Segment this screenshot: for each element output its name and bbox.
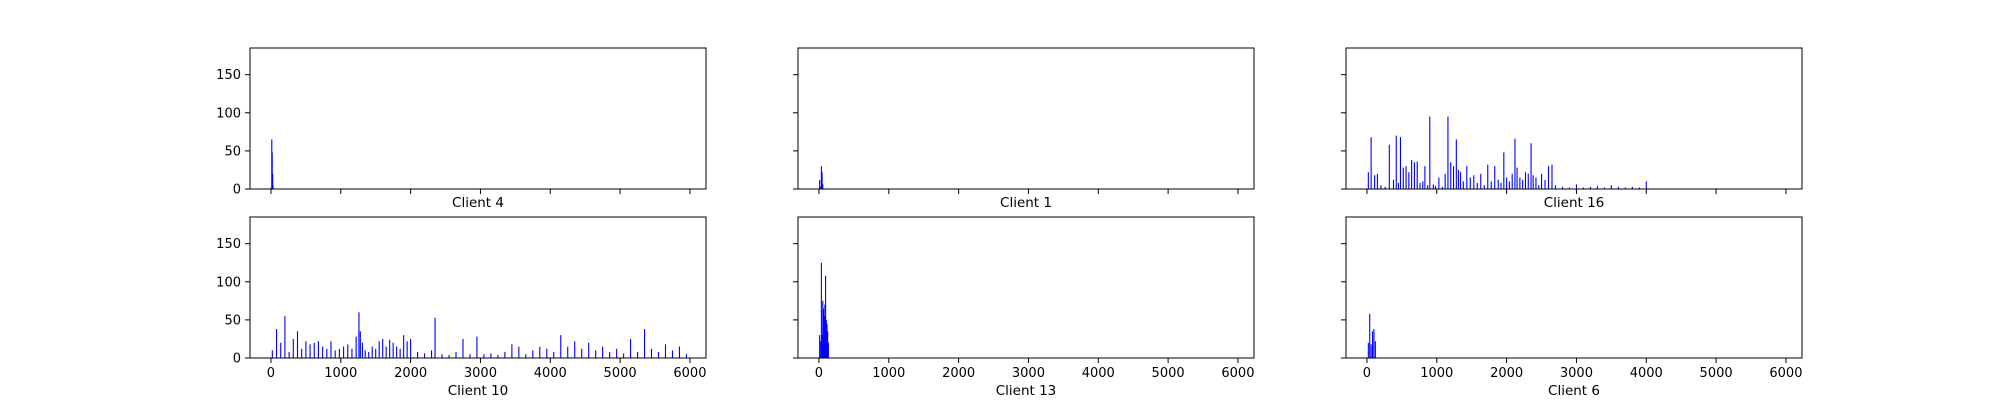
axes-frame <box>1345 47 1803 190</box>
x-tick-label: 2000 <box>942 366 975 381</box>
x-tick-label: 3000 <box>1012 366 1045 381</box>
chart-panel: 0 1000 2000 3000 4000 5000 6000 Client 6 <box>1341 216 1803 399</box>
x-tick-label: 5000 <box>1700 366 1733 381</box>
axes-frame <box>797 47 1255 190</box>
x-tick-label: 4000 <box>534 366 567 381</box>
chart-title: Client 16 <box>1544 195 1605 211</box>
x-tick-label: 0 <box>267 366 275 381</box>
x-tick-label: 4000 <box>1082 366 1115 381</box>
y-tick-label: 0 <box>233 352 241 367</box>
x-tick-label: 4000 <box>1630 366 1663 381</box>
x-tick-label: 1000 <box>872 366 905 381</box>
chart-panel: Client 1 <box>793 47 1255 211</box>
chart-title: Client 6 <box>1548 383 1600 399</box>
axes-frame <box>249 47 707 190</box>
x-tick-label: 6000 <box>1769 366 1802 381</box>
x-tick-label: 6000 <box>673 366 706 381</box>
y-tick-label: 150 <box>216 68 241 83</box>
x-tick-label: 3000 <box>464 366 497 381</box>
x-tick-label: 3000 <box>1560 366 1593 381</box>
y-tick-label: 0 <box>233 183 241 198</box>
y-tick-label: 150 <box>216 237 241 252</box>
x-tick-label: 2000 <box>1490 366 1523 381</box>
chart-title: Client 10 <box>448 383 509 399</box>
axes-frame <box>249 216 707 359</box>
x-tick-label: 0 <box>1363 366 1371 381</box>
x-tick-label: 1000 <box>1420 366 1453 381</box>
chart-panel: Client 16 <box>1341 47 1803 211</box>
y-tick-label: 100 <box>216 275 241 290</box>
chart-title: Client 1 <box>1000 195 1052 211</box>
y-tick-label: 50 <box>224 313 241 328</box>
x-tick-label: 2000 <box>394 366 427 381</box>
y-tick-label: 50 <box>224 144 241 159</box>
chart-title: Client 4 <box>452 195 504 211</box>
chart-panel: 0 1000 2000 3000 4000 5000 6000 0 50 100 150 Client… <box>216 216 707 399</box>
chart-panel: 0 1000 2000 3000 4000 5000 6000 Client 13 <box>793 216 1255 399</box>
y-tick-label: 100 <box>216 106 241 121</box>
x-tick-label: 5000 <box>604 366 637 381</box>
x-tick-label: 1000 <box>324 366 357 381</box>
axes-frame <box>1345 216 1803 359</box>
axes-frame <box>797 216 1255 359</box>
x-tick-label: 0 <box>815 366 823 381</box>
x-tick-label: 5000 <box>1152 366 1185 381</box>
chart-panel: 0 50 100 150 Client 4 <box>216 47 707 211</box>
chart-title: Client 13 <box>996 383 1057 399</box>
x-tick-label: 6000 <box>1221 366 1254 381</box>
